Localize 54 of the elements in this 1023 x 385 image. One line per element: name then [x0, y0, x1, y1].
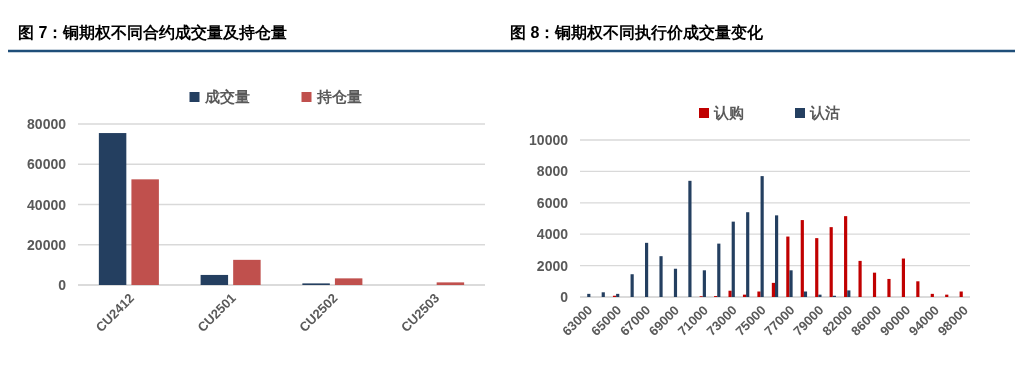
bar [760, 176, 764, 297]
bar [916, 281, 920, 297]
chart-title: 图 8：铜期权不同执行价成交量变化 [510, 23, 765, 41]
bar [775, 215, 779, 297]
bar [800, 220, 804, 297]
bar [200, 274, 229, 285]
bar [829, 227, 833, 297]
y-tick-label: 60000 [27, 156, 67, 173]
bar [131, 179, 159, 285]
bar [616, 293, 620, 297]
legend-label: 成交量 [203, 88, 250, 105]
y-tick-label: 40000 [27, 196, 67, 213]
y-tick-label: 10000 [529, 132, 569, 148]
bar [818, 294, 822, 297]
bar [334, 278, 363, 285]
bar [728, 290, 732, 297]
legend-label: 认沽 [809, 104, 840, 121]
chart-title: 图 7：铜期权不同合约成交量及持仓量 [18, 23, 288, 41]
bar [858, 260, 862, 297]
bar [901, 258, 905, 297]
y-tick-label: 20000 [27, 236, 67, 253]
bar [587, 293, 591, 297]
y-tick-label: 0 [560, 289, 569, 305]
bar [930, 293, 934, 297]
y-tick-label: 6000 [536, 194, 569, 211]
legend-label: 持仓量 [315, 88, 362, 105]
y-tick-label: 8000 [536, 163, 569, 180]
bar [98, 133, 127, 285]
bar [233, 259, 261, 285]
bar [688, 180, 692, 297]
bar [746, 212, 750, 297]
bar [659, 256, 663, 297]
bar [815, 238, 819, 297]
bar [789, 270, 793, 297]
y-tick-label: 4000 [536, 226, 569, 243]
legend-label: 认购 [713, 104, 744, 121]
bar [645, 242, 649, 297]
bar [731, 221, 735, 297]
bar [601, 292, 605, 297]
bar [847, 290, 851, 297]
y-tick-label: 0 [58, 277, 67, 293]
bar [844, 216, 848, 297]
bar [630, 274, 634, 297]
bar [757, 291, 761, 297]
y-tick-label: 80000 [27, 116, 67, 132]
bar [771, 282, 775, 297]
bar [872, 272, 877, 297]
bar [786, 236, 790, 297]
bar [702, 270, 706, 297]
bar [436, 282, 465, 285]
bar [717, 243, 721, 297]
bar [887, 278, 891, 297]
bar [673, 268, 678, 297]
y-tick-label: 2000 [536, 257, 569, 274]
